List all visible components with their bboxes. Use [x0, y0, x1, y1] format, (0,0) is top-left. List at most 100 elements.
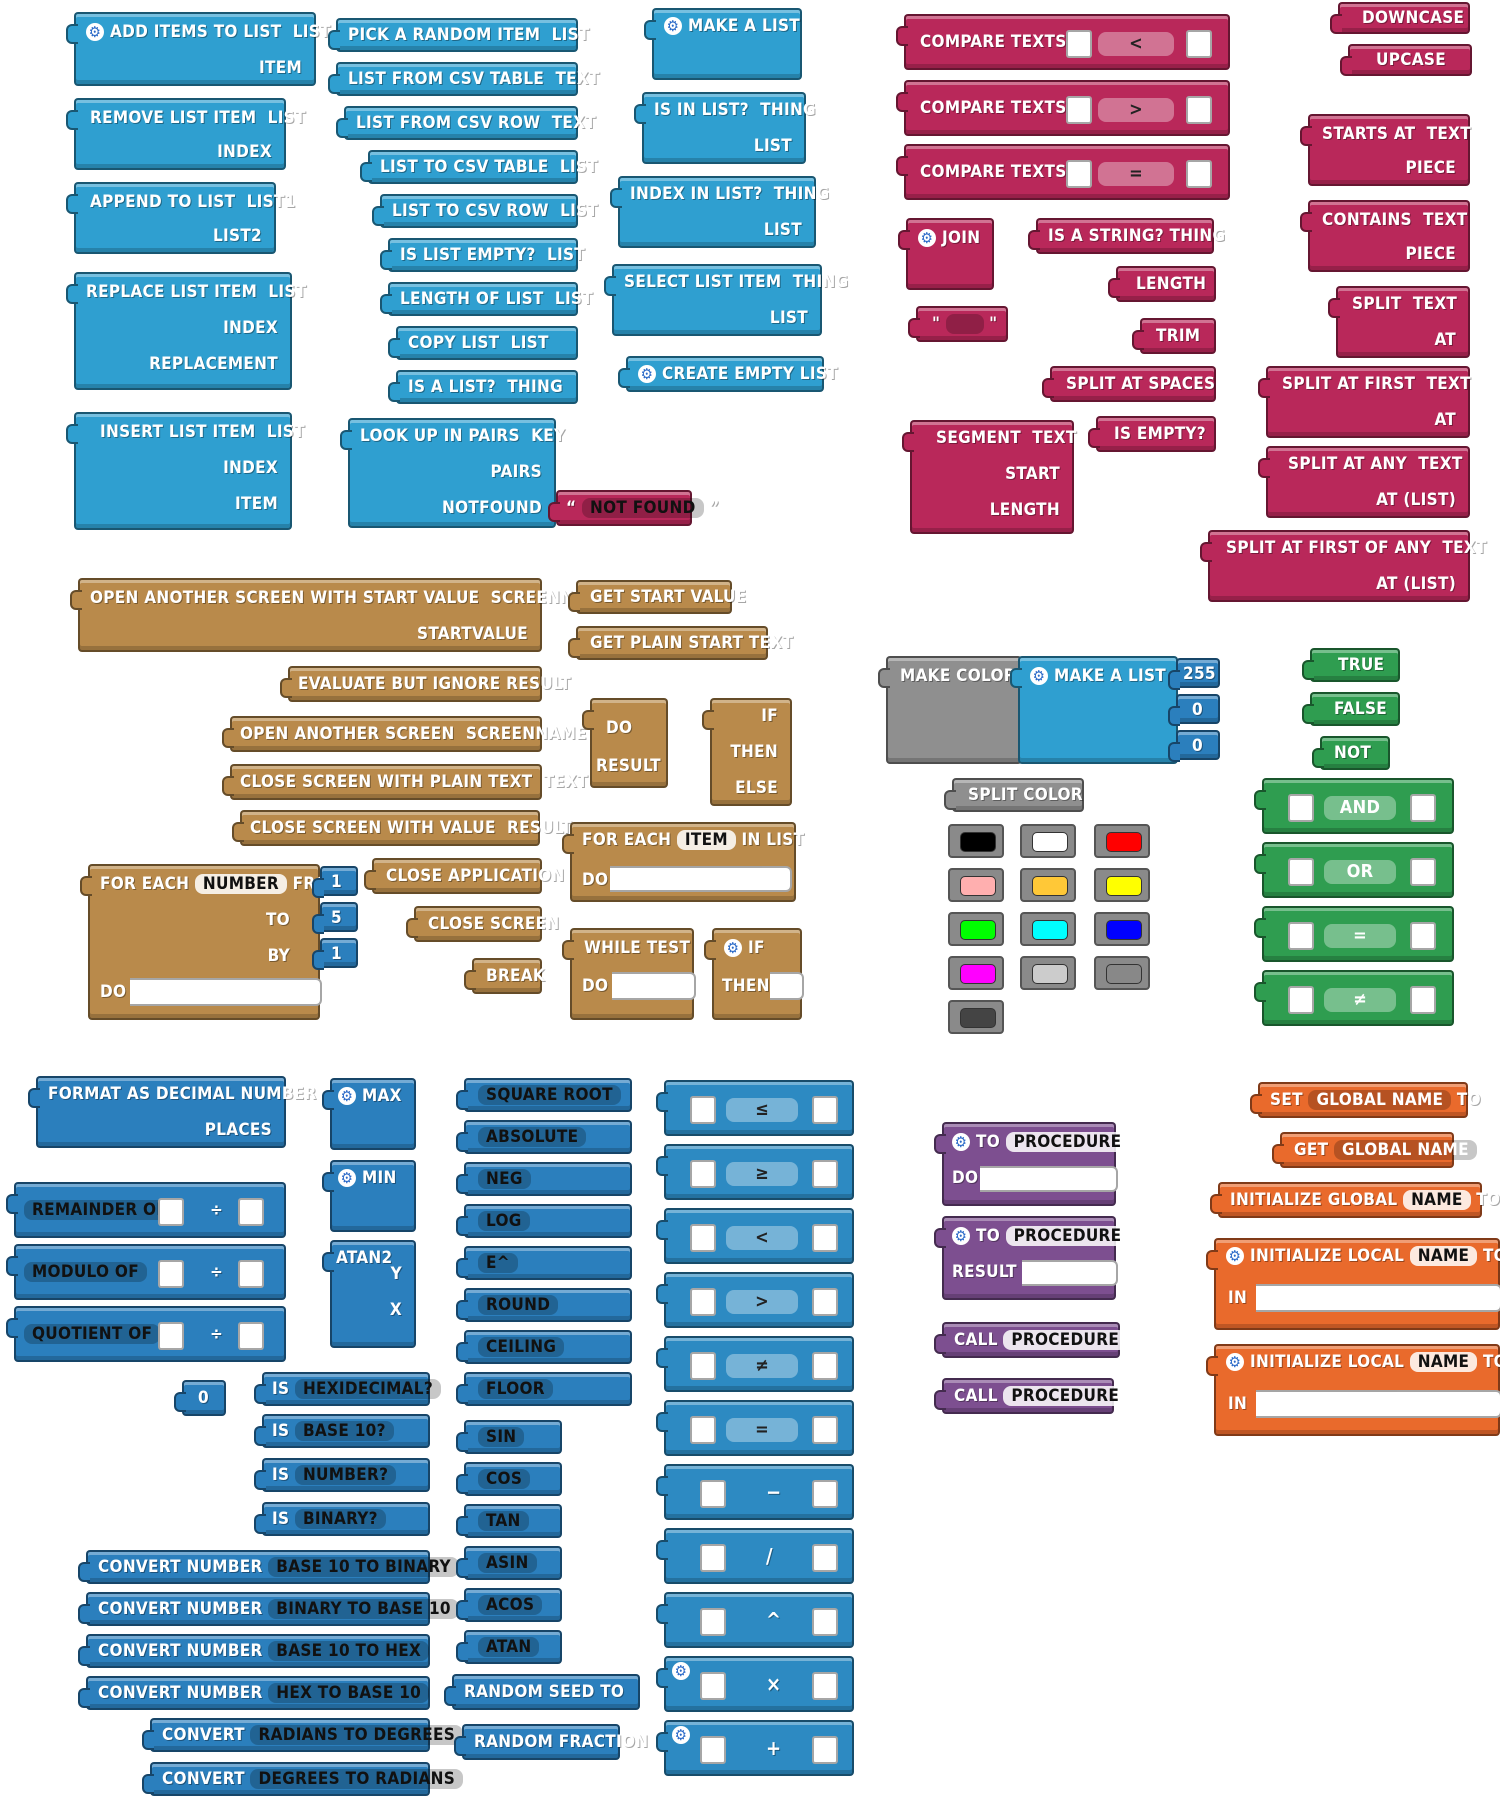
block-logic-op-3[interactable]: ≠: [1254, 970, 1454, 1026]
block-logic-op-1[interactable]: OR: [1254, 842, 1454, 898]
function-dropdown[interactable]: FLOOR: [478, 1379, 553, 1399]
block-make-a-list[interactable]: ⚙ MAKE A LIST: [644, 8, 802, 80]
block-convert-number-0[interactable]: CONVERT NUMBER BASE 10 TO BINARY: [78, 1550, 459, 1584]
block-math-unary-6[interactable]: CEILING: [456, 1330, 632, 1364]
input-socket[interactable]: [812, 1352, 838, 1380]
block-random-fraction[interactable]: RANDOM FRACTION: [454, 1724, 648, 1760]
gear-icon[interactable]: ⚙: [638, 365, 656, 383]
procedure-name-field[interactable]: PROCEDURE: [1005, 1226, 1130, 1246]
block-number-0[interactable]: 0: [1168, 694, 1220, 726]
block-math-unary-0[interactable]: SQUARE ROOT: [456, 1078, 632, 1112]
block-math-arith-0[interactable]: −: [656, 1464, 854, 1520]
block-number-5[interactable]: 5: [312, 902, 358, 934]
block-math-trig-4[interactable]: ACOS: [456, 1588, 562, 1622]
gear-icon[interactable]: ⚙: [338, 1169, 356, 1187]
block-list-op-7[interactable]: COPY LIST LIST: [388, 326, 578, 360]
block-open-another-screen[interactable]: OPEN ANOTHER SCREEN SCREENNAME: [222, 716, 587, 752]
block-list-op-2[interactable]: LIST FROM CSV ROW TEXT: [336, 106, 596, 140]
block-close-screen[interactable]: CLOSE SCREEN: [406, 906, 559, 942]
operator-dropdown[interactable]: ≥: [726, 1162, 798, 1186]
color-swatch-block[interactable]: [948, 824, 1004, 858]
block-convert-angle-0[interactable]: CONVERT RADIANS TO DEGREES: [142, 1718, 464, 1752]
gear-icon[interactable]: ⚙: [1030, 667, 1048, 685]
color-swatch-block[interactable]: [948, 912, 1004, 946]
input-socket[interactable]: [690, 1160, 716, 1188]
block-list-op-1[interactable]: LIST FROM CSV TABLE TEXT: [328, 62, 599, 96]
block-split[interactable]: SPLIT TEXT AT: [1328, 286, 1470, 358]
block-upcase[interactable]: UPCASE: [1340, 44, 1472, 76]
operator-dropdown[interactable]: =: [1324, 924, 1396, 948]
check-dropdown[interactable]: BASE 10?: [294, 1421, 394, 1441]
block-segment[interactable]: SEGMENT TEXT START LENGTH: [902, 420, 1076, 534]
input-socket[interactable]: [812, 1544, 838, 1572]
block-close-screen-with-value[interactable]: CLOSE SCREEN WITH VALUE RESULT: [232, 810, 572, 846]
block-max[interactable]: ⚙ MAX: [322, 1078, 416, 1150]
color-swatch-block[interactable]: [1020, 956, 1076, 990]
input-socket[interactable]: [700, 1544, 726, 1572]
convert-dropdown[interactable]: HEX TO BASE 10: [268, 1683, 430, 1703]
block-open-screen-with-start-value[interactable]: OPEN ANOTHER SCREEN WITH START VALUE SCR…: [70, 578, 611, 652]
convert-dropdown[interactable]: BASE 10 TO BINARY: [268, 1557, 459, 1577]
value-slot[interactable]: [1022, 1260, 1118, 1286]
function-dropdown[interactable]: COS: [478, 1469, 531, 1489]
color-swatch-block[interactable]: [1094, 868, 1150, 902]
block-if-then-else[interactable]: IF THEN ELSE: [702, 698, 792, 806]
operator-dropdown[interactable]: AND: [1324, 796, 1396, 820]
number-value[interactable]: 0: [1192, 700, 1203, 720]
input-socket[interactable]: [1066, 96, 1092, 124]
block-close-application[interactable]: CLOSE APPLICATION: [364, 858, 564, 894]
input-socket[interactable]: [812, 1480, 838, 1508]
gear-icon[interactable]: ⚙: [672, 1726, 690, 1744]
input-socket[interactable]: [690, 1352, 716, 1380]
block-get-plain-start-text[interactable]: GET PLAIN START TEXT: [568, 626, 793, 660]
procedure-name-field[interactable]: PROCEDURE: [1005, 1132, 1130, 1152]
variable-name-field[interactable]: NAME: [1403, 1190, 1471, 1210]
block-math-arith-1[interactable]: /: [656, 1528, 854, 1584]
block-compare-texts-2[interactable]: COMPARE TEXTS =: [896, 144, 1230, 200]
block-create-empty-list[interactable]: ⚙ CREATE EMPTY LIST: [618, 356, 838, 392]
block-do-result[interactable]: DO RESULT: [582, 698, 668, 788]
gear-icon[interactable]: ⚙: [1226, 1353, 1244, 1371]
function-dropdown[interactable]: TAN: [478, 1511, 529, 1531]
block-call-procedure-2[interactable]: CALL PROCEDURE: [934, 1378, 1128, 1414]
input-socket[interactable]: [812, 1224, 838, 1252]
color-swatch-block[interactable]: [1094, 912, 1150, 946]
block-number-0-math[interactable]: 0: [174, 1380, 226, 1416]
gear-icon[interactable]: ⚙: [664, 17, 682, 35]
input-socket[interactable]: [812, 1416, 838, 1444]
function-dropdown[interactable]: NEG: [478, 1169, 531, 1189]
procedure-name-field[interactable]: PROCEDURE: [1003, 1330, 1128, 1350]
block-math-div-0[interactable]: REMAINDER OF ÷: [6, 1182, 286, 1238]
input-socket[interactable]: [1186, 96, 1212, 124]
operator-dropdown[interactable]: OR: [1324, 860, 1396, 884]
function-dropdown[interactable]: SIN: [478, 1427, 525, 1447]
block-math-is-3[interactable]: IS BINARY?: [254, 1502, 430, 1536]
operator-dropdown[interactable]: ≠: [1324, 988, 1396, 1012]
block-list-op-6[interactable]: LENGTH OF LIST LIST: [380, 282, 593, 316]
gear-icon[interactable]: ⚙: [86, 23, 104, 41]
number-value[interactable]: 1: [331, 944, 342, 964]
block-convert-number-2[interactable]: CONVERT NUMBER BASE 10 TO HEX: [78, 1634, 430, 1668]
color-swatch-block[interactable]: [1094, 824, 1150, 858]
statement-slot[interactable]: [130, 978, 322, 1006]
number-value[interactable]: 255: [1183, 664, 1216, 684]
block-downcase[interactable]: DOWNCASE: [1330, 2, 1470, 34]
statement-slot[interactable]: [980, 1166, 1118, 1192]
block-evaluate-ignore[interactable]: EVALUATE BUT IGNORE RESULT: [280, 666, 571, 702]
block-number-255[interactable]: 255: [1168, 658, 1220, 690]
block-set-global[interactable]: SET GLOBAL NAME TO: [1250, 1082, 1481, 1118]
block-math-div-1[interactable]: MODULO OF ÷: [6, 1244, 286, 1300]
operator-dropdown[interactable]: <: [1098, 32, 1174, 56]
block-for-each-item[interactable]: FOR EACH ITEM IN LIST DO: [562, 822, 804, 902]
operator-dropdown[interactable]: =: [1098, 162, 1174, 186]
text-value[interactable]: [945, 314, 984, 334]
input-socket[interactable]: [812, 1608, 838, 1636]
input-socket[interactable]: [238, 1260, 264, 1288]
gear-icon[interactable]: ⚙: [338, 1087, 356, 1105]
color-swatch-block[interactable]: [1020, 912, 1076, 946]
gear-icon[interactable]: ⚙: [952, 1133, 970, 1151]
block-starts-at[interactable]: STARTS AT TEXT PIECE: [1300, 114, 1471, 186]
block-split-color[interactable]: SPLIT COLOR: [944, 778, 1084, 812]
operator-dropdown[interactable]: QUOTIENT OF: [24, 1324, 161, 1344]
block-remove-list-item[interactable]: REMOVE LIST ITEM LIST INDEX: [66, 98, 305, 170]
